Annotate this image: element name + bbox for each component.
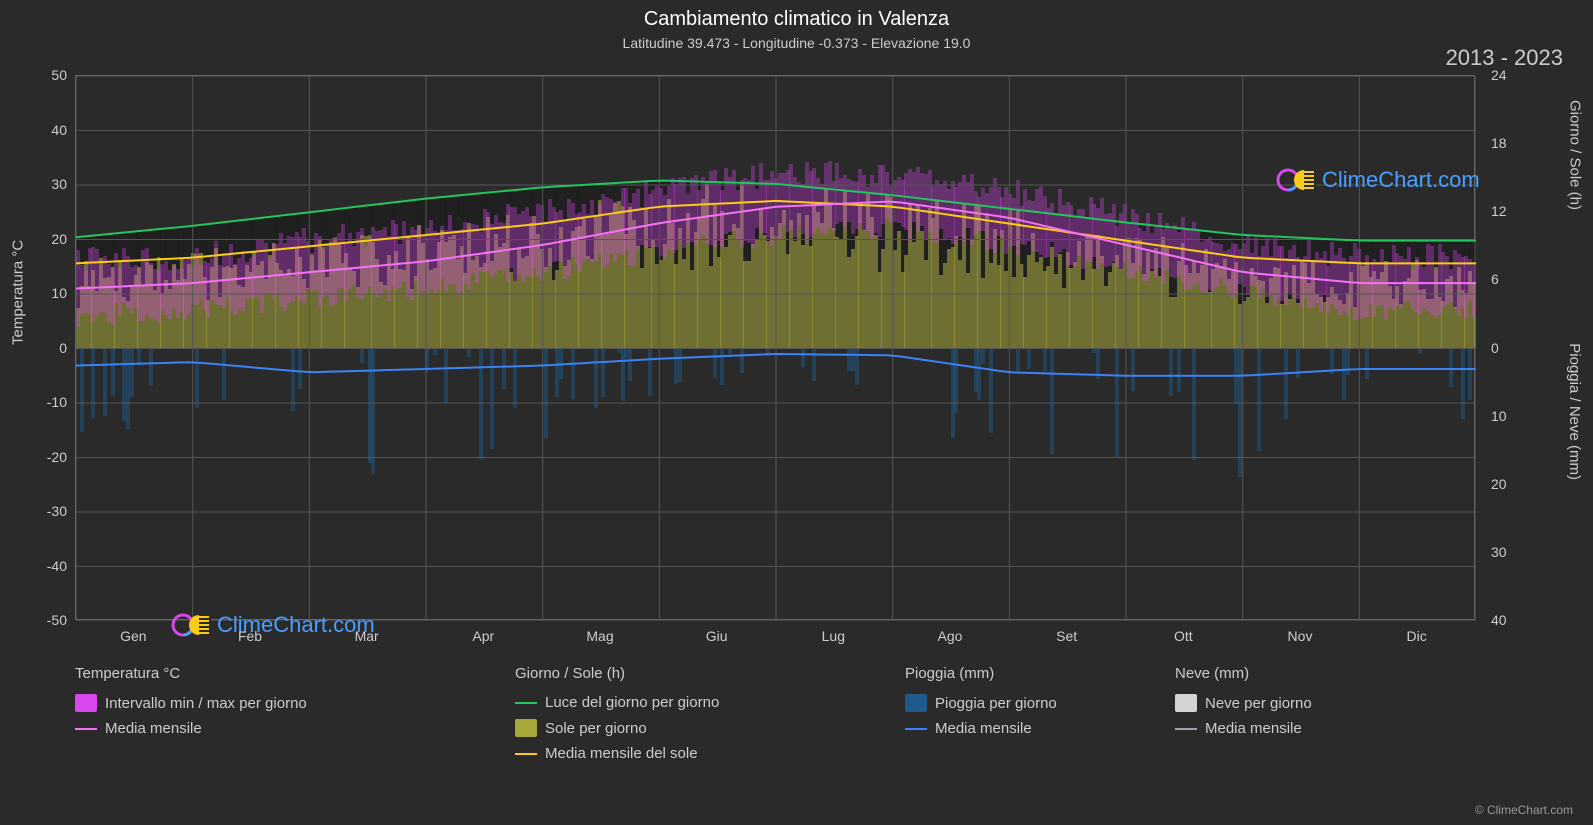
legend-label: Media mensile [1205,720,1302,737]
legend-header: Pioggia (mm) [905,665,1057,682]
y-axis-right: 2418126010203040 [1483,75,1593,620]
legend-item: Luce del giorno per giorno [515,694,719,711]
y-tick-left: -30 [47,503,67,519]
legend-group: Neve (mm) Neve per giorno Media mensile [1175,665,1312,737]
plot-area: ClimeChart.comClimeChart.com [75,75,1475,620]
y-tick-left: 50 [51,67,67,83]
y-tick-right-mm: 30 [1491,544,1507,560]
legend-swatch-line [1175,728,1197,730]
legend-swatch-box [905,694,927,712]
legend-label: Intervallo min / max per giorno [105,695,307,712]
climate-chart: Cambiamento climatico in Valenza Latitud… [0,0,1593,825]
y-tick-right-mm: 10 [1491,408,1507,424]
chart-subtitle: Latitudine 39.473 - Longitudine -0.373 -… [0,31,1593,51]
y-tick-right-hours: 12 [1491,203,1507,219]
y-tick-left: -10 [47,394,67,410]
legend-label: Neve per giorno [1205,695,1312,712]
y-tick-left: 10 [51,285,67,301]
legend-swatch-line [515,702,537,704]
legend-swatch-line [75,728,97,730]
legend-label: Media mensile del sole [545,745,698,762]
legend-label: Luce del giorno per giorno [545,694,719,711]
legend-group: Temperatura °C Intervallo min / max per g… [75,665,307,737]
y-tick-right-mm: 40 [1491,612,1507,628]
legend-header: Giorno / Sole (h) [515,665,719,682]
rain-mean-line [76,354,1476,376]
month-label: Giu [706,628,728,644]
watermark-text: ClimeChart.com [1322,167,1480,193]
y-tick-left: 20 [51,231,67,247]
sun-mean-line [76,201,1476,263]
copyright: © ClimeChart.com [1475,803,1573,817]
legend-item: Media mensile [75,720,307,737]
legend-swatch-box [1175,694,1197,712]
month-label: Mag [586,628,613,644]
month-label: Dic [1407,628,1427,644]
y-tick-left: 30 [51,176,67,192]
month-label: Nov [1288,628,1313,644]
y-tick-right-hours: 6 [1491,271,1499,287]
y-tick-right-mm: 20 [1491,476,1507,492]
climechart-logo-icon [1276,166,1316,194]
chart-title: Cambiamento climatico in Valenza [0,0,1593,31]
y-tick-left: -50 [47,612,67,628]
y-tick-right-hours: 24 [1491,67,1507,83]
watermark: ClimeChart.com [1276,166,1480,194]
legend-label: Pioggia per giorno [935,695,1057,712]
legend-item: Pioggia per giorno [905,694,1057,712]
month-label: Lug [822,628,845,644]
month-label: Apr [472,628,494,644]
legend-label: Media mensile [105,720,202,737]
legend-header: Neve (mm) [1175,665,1312,682]
legend-group: Pioggia (mm) Pioggia per giorno Media mens… [905,665,1057,737]
legend-group: Giorno / Sole (h) Luce del giorno per gio… [515,665,719,762]
legend-header: Temperatura °C [75,665,307,682]
y-tick-left: 0 [59,340,67,356]
month-label: Mar [355,628,379,644]
legend-swatch-line [515,753,537,755]
x-axis: Gen Feb Mar Apr Mag Giu Lug Ago Set Ott Nov Dic [75,620,1475,650]
legend-swatch-box [75,694,97,712]
legend-item: Media mensile del sole [515,745,719,762]
legend-item: Media mensile [905,720,1057,737]
month-label: Feb [238,628,262,644]
data-lines [76,76,1476,621]
month-label: Set [1056,628,1077,644]
y-tick-right-hours: 0 [1491,340,1499,356]
y-tick-left: -40 [47,558,67,574]
y-tick-left: -20 [47,449,67,465]
month-label: Gen [120,628,146,644]
month-label: Ott [1174,628,1193,644]
legend-label: Sole per giorno [545,720,647,737]
month-label: Ago [938,628,963,644]
legend-item: Sole per giorno [515,719,719,737]
y-axis-left: 50403020100-10-20-30-40-50 [0,75,75,620]
legend-swatch-line [905,728,927,730]
y-tick-right-hours: 18 [1491,135,1507,151]
legend-item: Intervallo min / max per giorno [75,694,307,712]
legend-item: Neve per giorno [1175,694,1312,712]
legend-item: Media mensile [1175,720,1312,737]
legend-label: Media mensile [935,720,1032,737]
y-tick-left: 40 [51,122,67,138]
daylight-line [76,181,1476,241]
legend-swatch-box [515,719,537,737]
